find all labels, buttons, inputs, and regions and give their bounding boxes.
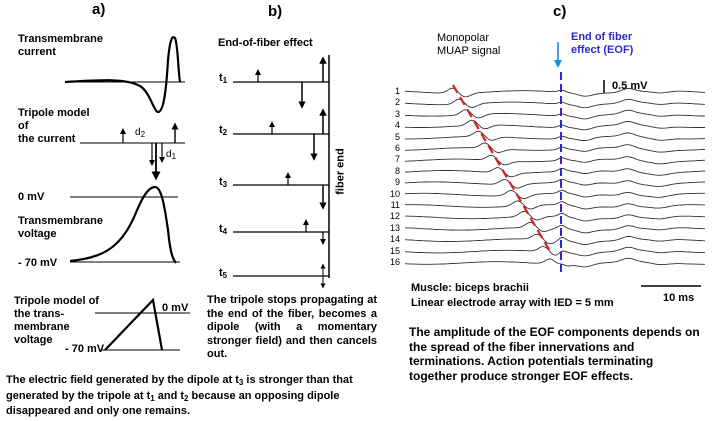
- channel-label: 2: [394, 97, 400, 108]
- transmembrane-voltage-label: Transmembrane voltage: [18, 215, 103, 240]
- tripole-current-model: [80, 122, 185, 181]
- muap-overlays: [452, 42, 701, 287]
- muap-trace: [404, 87, 706, 98]
- channel-label: 6: [394, 143, 400, 153]
- minus-70-label: - 70 mV: [18, 257, 58, 269]
- muap-trace: [404, 167, 706, 178]
- minus-70-label-2: - 70 mV: [65, 343, 105, 355]
- channel-label: 15: [389, 245, 400, 256]
- channel-label: 11: [390, 200, 400, 210]
- transmembrane-current-label: Transmembrane current: [18, 33, 103, 58]
- d2-label: d2: [135, 127, 146, 139]
- voltage-waveform: [69, 185, 180, 264]
- muap-trace: [404, 109, 706, 120]
- array-label: Linear electrode array with IED = 5 mm: [411, 297, 614, 309]
- scale-ms-label: 10 ms: [663, 292, 695, 304]
- muap-traces: [404, 87, 706, 268]
- propagation-line: [452, 84, 552, 254]
- scale-mv-label: 0.5 mV: [612, 80, 648, 92]
- muap-title: Monopolar MUAP signal: [437, 32, 501, 57]
- panel-a-caption: The electric field generated by the dipo…: [6, 374, 353, 417]
- channel-label: 16: [389, 257, 400, 267]
- t3-label: t3: [219, 176, 228, 189]
- end-of-fiber-title: End-of-fiber effect: [218, 37, 313, 49]
- end-of-fiber-diagram: [233, 55, 330, 289]
- muap-trace: [404, 189, 705, 199]
- tripole-voltage-model: [95, 297, 190, 351]
- t1-label: t1: [219, 72, 228, 85]
- channel-label: 3: [394, 108, 400, 119]
- muap-trace: [405, 142, 706, 153]
- muap-trace: [405, 211, 706, 222]
- channel-label: 13: [389, 222, 400, 233]
- channel-label: 5: [394, 131, 400, 142]
- channel-label: 7: [394, 154, 400, 165]
- muap-trace: [404, 98, 705, 109]
- muap-trace: [404, 246, 706, 257]
- muscle-label: Muscle: biceps brachii: [411, 282, 529, 294]
- tripole-current-label: Tripole model of the current: [18, 107, 90, 145]
- muap-trace: [404, 178, 706, 189]
- panel-c-caption: The amplitude of the EOF components depe…: [409, 325, 700, 383]
- channel-label: 9: [394, 177, 400, 188]
- channel-label: 8: [394, 165, 400, 176]
- tripole-voltage-label: Tripole model of the trans- membrane vol…: [14, 295, 99, 346]
- panel-b-label: b): [268, 3, 283, 20]
- channel-label: 1: [394, 86, 400, 96]
- muap-trace: [404, 200, 705, 210]
- muap-trace: [404, 221, 706, 234]
- channel-label: 14: [389, 234, 400, 245]
- muap-trace: [404, 119, 705, 131]
- channel-label: 4: [394, 120, 400, 131]
- t5-label: t5: [219, 267, 228, 280]
- d1-label: d1: [166, 149, 177, 161]
- channel-label: 10: [389, 188, 400, 199]
- zero-mv-label: 0 mV: [18, 191, 45, 203]
- muap-trace: [404, 154, 706, 166]
- panel-b-caption: The tripole stops propagating at the end…: [207, 294, 377, 360]
- current-waveform: [64, 36, 185, 114]
- panel-c-label: c): [553, 3, 567, 20]
- muap-trace: [404, 233, 706, 245]
- panel-a-label: a): [92, 1, 106, 18]
- t4-label: t4: [219, 223, 228, 236]
- t2-label: t2: [219, 124, 228, 137]
- channel-label: 12: [389, 211, 400, 222]
- zero-mv-label-2: 0 mV: [162, 302, 189, 314]
- muap-trace: [405, 130, 705, 141]
- eof-label: End of fiber effect (EOF): [571, 31, 634, 56]
- muap-trace: [404, 257, 705, 268]
